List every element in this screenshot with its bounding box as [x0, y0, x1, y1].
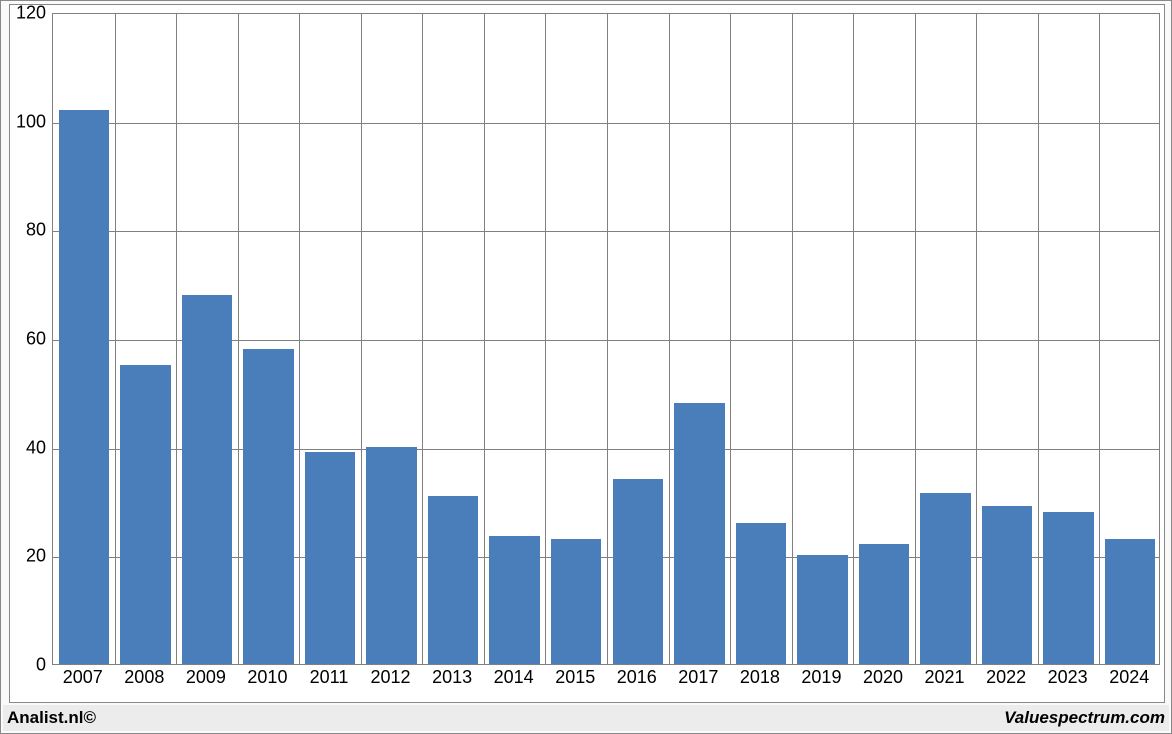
x-tick-label: 2007 [52, 667, 114, 688]
grid-vertical [1038, 14, 1039, 664]
grid-vertical [176, 14, 177, 664]
y-tick-label: 80 [6, 220, 46, 241]
bar [982, 506, 1032, 664]
bar [613, 479, 663, 664]
bar [489, 536, 539, 664]
bar [182, 295, 232, 664]
footer-bar: Analist.nl© Valuespectrum.com [3, 705, 1169, 731]
bar [366, 447, 416, 664]
grid-vertical [1099, 14, 1100, 664]
bar [120, 365, 170, 664]
x-tick-label: 2023 [1037, 667, 1099, 688]
x-tick-label: 2022 [975, 667, 1037, 688]
grid-vertical [976, 14, 977, 664]
bar [859, 544, 909, 664]
x-tick-label: 2018 [729, 667, 791, 688]
grid-vertical [792, 14, 793, 664]
grid-horizontal [53, 231, 1159, 232]
plot-wrap: 0 20 40 60 80 100 120 200720082009201020112012… [9, 4, 1165, 703]
bar [59, 110, 109, 664]
x-tick-label: 2017 [668, 667, 730, 688]
grid-vertical [299, 14, 300, 664]
footer-left-text: Analist.nl© [7, 705, 96, 731]
grid-vertical [484, 14, 485, 664]
x-tick-label: 2015 [544, 667, 606, 688]
x-tick-label: 2016 [606, 667, 668, 688]
bar [305, 452, 355, 664]
bar [736, 523, 786, 664]
x-tick-label: 2012 [360, 667, 422, 688]
grid-vertical [422, 14, 423, 664]
grid-vertical [361, 14, 362, 664]
bar [1043, 512, 1093, 664]
x-tick-label: 2011 [298, 667, 360, 688]
grid-horizontal [53, 123, 1159, 124]
y-tick-label: 100 [6, 111, 46, 132]
y-tick-label: 20 [6, 546, 46, 567]
x-tick-label: 2009 [175, 667, 237, 688]
y-tick-label: 40 [6, 437, 46, 458]
grid-vertical [607, 14, 608, 664]
x-tick-label: 2014 [483, 667, 545, 688]
x-tick-label: 2010 [237, 667, 299, 688]
y-tick-label: 0 [6, 655, 46, 676]
plot-area [52, 13, 1160, 665]
bar [243, 349, 293, 664]
grid-vertical [915, 14, 916, 664]
bar [797, 555, 847, 664]
bar [920, 493, 970, 664]
x-tick-label: 2024 [1098, 667, 1160, 688]
x-tick-label: 2008 [114, 667, 176, 688]
grid-vertical [115, 14, 116, 664]
grid-vertical [853, 14, 854, 664]
grid-vertical [730, 14, 731, 664]
grid-vertical [669, 14, 670, 664]
footer-right-text: Valuespectrum.com [1004, 705, 1165, 731]
bar [428, 496, 478, 664]
bar [1105, 539, 1155, 664]
x-tick-label: 2021 [914, 667, 976, 688]
bar [551, 539, 601, 664]
bar [674, 403, 724, 664]
grid-vertical [545, 14, 546, 664]
x-tick-label: 2020 [852, 667, 914, 688]
y-tick-label: 120 [6, 3, 46, 24]
x-tick-label: 2019 [791, 667, 853, 688]
x-tick-label: 2013 [421, 667, 483, 688]
grid-vertical [238, 14, 239, 664]
y-tick-label: 60 [6, 329, 46, 350]
chart-container: 0 20 40 60 80 100 120 200720082009201020112012… [0, 0, 1172, 734]
